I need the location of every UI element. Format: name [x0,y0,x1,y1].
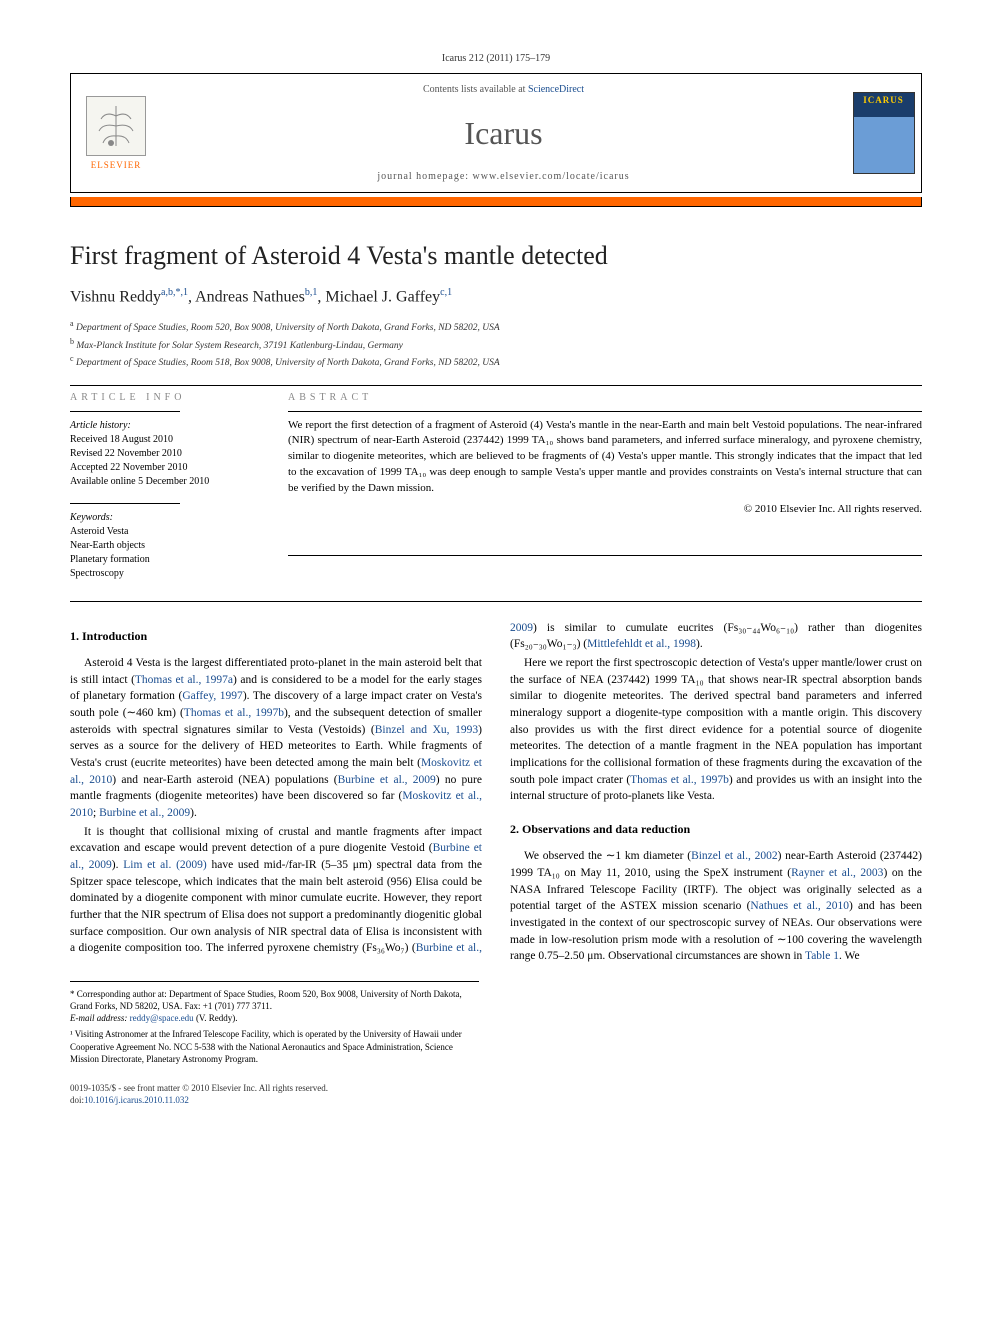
orange-rule [70,197,922,207]
ref-link[interactable]: Table 1 [805,950,839,962]
ref-link[interactable]: Thomas et al., 1997b [630,774,729,786]
author-1-aff: a,b,*,1 [161,287,188,298]
rule-above-info [70,385,922,386]
keyword-4: Spectroscopy [70,567,260,581]
section-2-para-1: We observed the ∼1 km diameter (Binzel e… [510,848,922,965]
sciencedirect-link[interactable]: ScienceDirect [528,84,584,95]
article-info-heading: ARTICLE INFO [70,392,260,403]
section-1-para-3: Here we report the first spectroscopic d… [510,655,922,805]
author-list: Vishnu Reddya,b,*,1, Andreas Nathuesb,1,… [70,287,922,306]
history-heading: Article history: [70,420,260,431]
footnotes: * Corresponding author at: Department of… [70,981,479,1065]
journal-header-box: ELSEVIER Contents lists available at Sci… [70,73,922,193]
ref-link[interactable]: Lim et al. (2009) [123,859,207,871]
accepted-line: Accepted 22 November 2010 [70,461,260,475]
affiliation-a: a Department of Space Studies, Room 520,… [70,318,922,335]
info-rule-2 [70,503,180,504]
keyword-2: Near-Earth objects [70,539,260,553]
journal-cover-block: ICARUS [846,74,921,192]
affiliation-c: c Department of Space Studies, Room 518,… [70,353,922,370]
ref-link[interactable]: Burbine et al., 2009 [338,774,436,786]
info-abstract-row: ARTICLE INFO Article history: Received 1… [70,392,922,581]
received-line: Received 18 August 2010 [70,433,260,447]
keywords-heading: Keywords: [70,512,260,523]
email-link[interactable]: reddy@space.edu [130,1013,194,1023]
affiliation-b: b Max-Planck Institute for Solar System … [70,336,922,353]
ref-link[interactable]: Gaffey, 1997 [182,690,242,702]
contents-prefix: Contents lists available at [423,84,528,95]
online-line: Available online 5 December 2010 [70,475,260,489]
affiliations: a Department of Space Studies, Room 520,… [70,318,922,370]
citation-line: Icarus 212 (2011) 175–179 [70,50,922,65]
visiting-note: ¹ Visiting Astronomer at the Infrared Te… [70,1028,479,1064]
author-1: Vishnu Reddy [70,288,161,305]
journal-homepage: journal homepage: www.elsevier.com/locat… [377,171,629,182]
homepage-url: www.elsevier.com/locate/icarus [473,171,630,182]
homepage-prefix: journal homepage: [377,171,472,182]
citation-text: Icarus 212 (2011) 175–179 [442,53,550,64]
ref-link[interactable]: Binzel et al., 2002 [691,850,778,862]
journal-name: Icarus [464,115,542,152]
corresponding-author: * Corresponding author at: Department of… [70,988,479,1012]
keyword-3: Planetary formation [70,553,260,567]
abstract-text: We report the first detection of a fragm… [288,418,922,498]
ref-link[interactable]: Thomas et al., 1997b [184,707,284,719]
section-1-title: 1. Introduction [70,628,482,645]
ref-link[interactable]: Binzel and Xu, 1993 [375,724,478,736]
author-2: Andreas Nathues [195,288,305,305]
ref-link[interactable]: Rayner et al., 2003 [791,867,883,879]
footer-copyright: 0019-1035/$ - see front matter © 2010 El… [70,1083,922,1095]
section-2-title: 2. Observations and data reduction [510,821,922,838]
ref-link[interactable]: Thomas et al., 1997a [135,674,233,686]
rule-below-info [70,601,922,602]
footer: 0019-1035/$ - see front matter © 2010 El… [70,1083,922,1106]
revised-line: Revised 22 November 2010 [70,447,260,461]
journal-cover-icon: ICARUS [853,92,915,174]
body-text: 1. Introduction Asteroid 4 Vesta is the … [70,620,922,965]
info-rule-1 [70,411,180,412]
keyword-1: Asteroid Vesta [70,525,260,539]
section-1-para-1: Asteroid 4 Vesta is the largest differen… [70,655,482,822]
abstract-rule-below [288,555,922,556]
cover-label: ICARUS [854,95,914,105]
elsevier-tree-icon [86,96,146,156]
ref-link[interactable]: Burbine et al., 2009 [99,807,190,819]
footer-doi: doi:10.1016/j.icarus.2010.11.032 [70,1095,922,1107]
author-2-aff: b,1 [305,287,318,298]
abstract-heading: ABSTRACT [288,392,922,403]
article-title: First fragment of Asteroid 4 Vesta's man… [70,241,922,271]
author-3-aff: c,1 [440,287,452,298]
header-center: Contents lists available at ScienceDirec… [161,74,846,192]
author-3: Michael J. Gaffey [325,288,440,305]
publisher-logo-block: ELSEVIER [71,74,161,192]
contents-available: Contents lists available at ScienceDirec… [423,84,584,95]
doi-link[interactable]: 10.1016/j.icarus.2010.11.032 [84,1095,189,1105]
email-line: E-mail address: reddy@space.edu (V. Redd… [70,1012,479,1024]
publisher-name: ELSEVIER [91,160,142,170]
abstract-block: ABSTRACT We report the first detection o… [288,392,922,581]
abstract-copyright: © 2010 Elsevier Inc. All rights reserved… [288,503,922,515]
article-info-block: ARTICLE INFO Article history: Received 1… [70,392,260,581]
abstract-rule [288,411,922,412]
ref-link[interactable]: Mittlefehldt et al., 1998 [587,638,696,650]
ref-link[interactable]: Nathues et al., 2010 [750,900,849,912]
